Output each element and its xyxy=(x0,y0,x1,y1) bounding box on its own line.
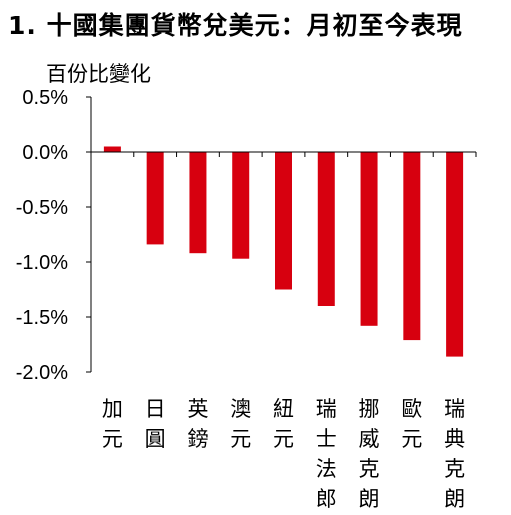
x-category-label: 歐元 xyxy=(401,397,422,451)
y-tick-label: -2.0% xyxy=(16,362,68,384)
y-tick-labels: 0.5% 0.0% -0.5% -1.0% -1.5% -2.0% xyxy=(16,87,91,384)
x-category-label: 瑞典克朗 xyxy=(444,397,465,511)
x-category-label: 澳元 xyxy=(230,397,251,451)
chart-title: 1. 十國集團貨幣兌美元：月初至今表現 xyxy=(8,11,463,40)
y-tick-label: 0.0% xyxy=(22,142,68,164)
bar xyxy=(446,152,464,357)
bars xyxy=(103,146,464,357)
bar xyxy=(317,152,335,306)
bar xyxy=(103,146,121,152)
y-tick-label: -1.5% xyxy=(16,307,68,329)
bar xyxy=(403,152,421,341)
y-axis-label: 百份比變化 xyxy=(46,62,151,86)
x-category-label: 英鎊 xyxy=(187,397,208,451)
x-category-label: 日圓 xyxy=(145,397,166,451)
bar xyxy=(232,152,250,259)
y-tick-label: -1.0% xyxy=(16,252,68,274)
y-tick-label: 0.5% xyxy=(22,87,68,109)
bar xyxy=(275,152,292,290)
x-category-label: 紐元 xyxy=(273,397,294,451)
bar xyxy=(146,152,164,245)
x-category-label: 挪威克朗 xyxy=(359,397,380,511)
x-category-label: 瑞士法郎 xyxy=(316,397,337,511)
x-category-label: 加元 xyxy=(102,397,123,451)
y-tick-label: -0.5% xyxy=(16,197,68,219)
bar xyxy=(189,152,207,254)
bar xyxy=(360,152,378,326)
axes xyxy=(90,97,477,372)
